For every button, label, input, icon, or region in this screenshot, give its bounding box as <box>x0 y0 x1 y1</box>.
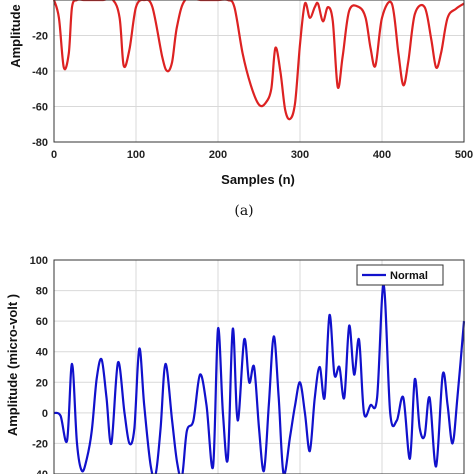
chart-b-plot-frame <box>53 259 465 474</box>
chart-a-xtick-label: 100 <box>127 149 145 161</box>
chart-b-plot-background <box>54 260 464 474</box>
chart-a-xlabel: Samples (n) <box>221 172 295 187</box>
chart-a-xtick-label: 0 <box>51 149 57 161</box>
chart-b: 100 80 60 40 20 0 -20 -40 Amplitude (micro-volt… <box>5 255 466 474</box>
chart-a-xtick-label: 300 <box>291 149 309 161</box>
caption-a: (a) <box>234 203 253 219</box>
chart-a-ytick-label: -80 <box>32 137 48 149</box>
chart-b-ytick-label: -20 <box>32 438 48 450</box>
chart-a-series-line <box>52 0 465 121</box>
chart-b-ytick-label: 40 <box>36 347 48 359</box>
chart-b-ytick-label: 20 <box>36 377 48 389</box>
chart-a-ytick-label: -20 <box>32 31 48 43</box>
chart-b-series-line <box>53 283 466 474</box>
chart-a: -20 -40 -60 -800 100 200 300 400 500 Amplitude S… <box>8 0 473 187</box>
chart-b-ytick-label: 100 <box>30 255 48 267</box>
legend-box <box>356 264 444 286</box>
chart-b-ytick-label: 80 <box>36 286 48 298</box>
chart-b-ylabel: Amplitude (micro-volt ) <box>5 294 20 436</box>
chart-a-plot-frame <box>53 0 465 143</box>
chart-a-tick-labels: -20 -40 -60 -800 100 200 300 400 500 <box>32 31 473 162</box>
chart-a-xtick-label: 200 <box>209 149 227 161</box>
legend-label: Normal <box>390 270 428 282</box>
legend: Normal <box>356 264 444 286</box>
chart-b-tick-labels: 100 80 60 40 20 0 -20 -40 <box>30 255 48 474</box>
chart-b-ytick-label: 0 <box>42 408 48 420</box>
chart-a-xtick-label: 500 <box>455 149 473 161</box>
chart-a-ylabel: Amplitude <box>8 4 23 68</box>
chart-a-ytick-label: -40 <box>32 66 48 78</box>
chart-a-xtick-label: 400 <box>373 149 391 161</box>
chart-b-ytick-label: -40 <box>32 469 48 474</box>
chart-a-ytick-label: -60 <box>32 102 48 114</box>
chart-b-ytick-label: 60 <box>36 316 48 328</box>
